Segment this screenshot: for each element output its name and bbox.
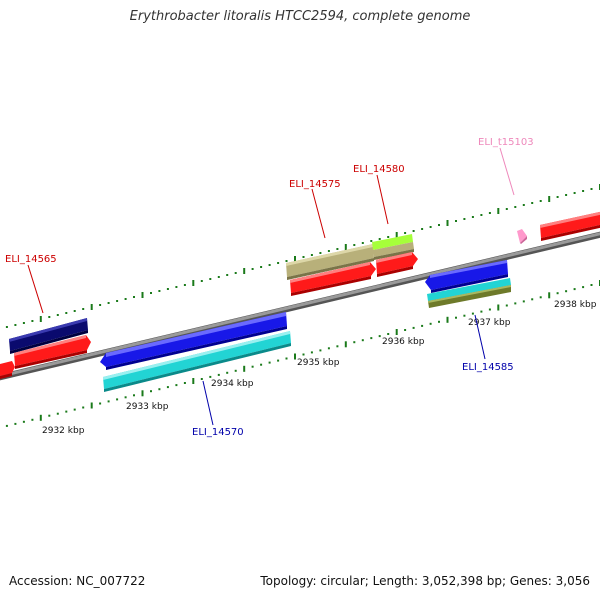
gene-feature-eli-14580-upper[interactable] bbox=[372, 234, 414, 260]
genome-backbone bbox=[0, 231, 600, 381]
gene-feature-red-right[interactable] bbox=[540, 211, 600, 241]
gene-feature-eli-14580[interactable] bbox=[376, 252, 418, 277]
gene-feature-eli-14585-upper[interactable] bbox=[425, 260, 508, 293]
tick-label-2938kbp: 2938 kbp bbox=[554, 300, 597, 310]
gene-label-eli-14585[interactable]: ELI_14585 bbox=[462, 362, 514, 373]
gene-labels: ELI_14565 ELI_14575 ELI_14580 ELI_t15103… bbox=[5, 137, 534, 438]
tick-label-2937kbp: 2937 kbp bbox=[468, 318, 511, 328]
gene-feature-eli-14570[interactable] bbox=[103, 331, 291, 392]
gene-feature-eli-14575[interactable] bbox=[290, 262, 376, 296]
position-labels: 2932 kbp 2933 kbp 2934 kbp 2935 kbp 2936… bbox=[42, 300, 597, 436]
gene-feature-red-left[interactable] bbox=[0, 361, 15, 380]
gene-feature-eli-14585[interactable] bbox=[427, 278, 511, 308]
gene-feature-eli-14570-upper[interactable] bbox=[100, 312, 287, 370]
label-leaders bbox=[27, 147, 515, 426]
gene-feature-eli-14575-upper[interactable] bbox=[286, 244, 374, 280]
tick-label-2932kbp: 2932 kbp bbox=[42, 426, 85, 436]
tick-label-2936kbp: 2936 kbp bbox=[382, 337, 425, 347]
gene-feature-eli-14565-upper[interactable] bbox=[9, 318, 88, 354]
lower-tick-track bbox=[5, 280, 600, 427]
gene-label-eli-t15103[interactable]: ELI_t15103 bbox=[478, 137, 534, 148]
gene-label-eli-14570[interactable]: ELI_14570 bbox=[192, 427, 244, 438]
forward-features bbox=[0, 211, 600, 380]
gene-feature-eli-14565[interactable] bbox=[14, 335, 91, 369]
gene-label-eli-14580[interactable]: ELI_14580 bbox=[353, 164, 405, 175]
tick-label-2933kbp: 2933 kbp bbox=[126, 402, 169, 412]
map-title: Erythrobacter litoralis HTCC2594, comple… bbox=[129, 9, 471, 24]
upper-tick-track bbox=[5, 184, 600, 328]
gene-feature-eli-t15103[interactable] bbox=[517, 229, 527, 244]
tick-label-2935kbp: 2935 kbp bbox=[297, 358, 340, 368]
tick-label-2934kbp: 2934 kbp bbox=[211, 379, 254, 389]
accession-text: Accession: NC_007722 bbox=[9, 574, 146, 588]
topology-text: Topology: circular; Length: 3,052,398 bp… bbox=[260, 574, 590, 588]
gene-label-eli-14565[interactable]: ELI_14565 bbox=[5, 254, 57, 265]
gene-label-eli-14575[interactable]: ELI_14575 bbox=[289, 179, 341, 190]
reverse-features bbox=[100, 260, 511, 392]
